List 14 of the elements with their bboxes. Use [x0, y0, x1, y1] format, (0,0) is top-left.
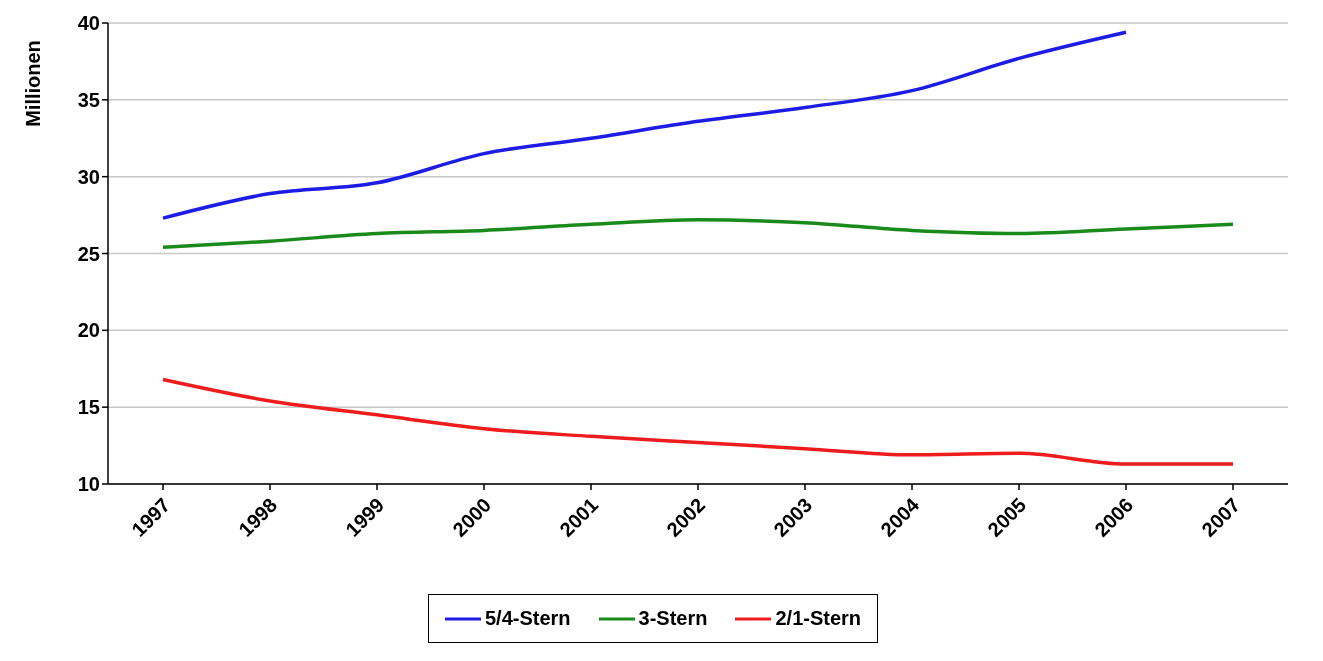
legend-label: 3-Stern	[637, 607, 708, 630]
y-tick-label: 40	[77, 12, 100, 35]
y-tick-label: 20	[77, 319, 100, 342]
line-series	[161, 217, 1235, 250]
y-tick-label: 25	[77, 242, 100, 265]
line-series	[161, 377, 1235, 466]
y-tick-label: 30	[77, 165, 100, 188]
legend-label: 2/1-Stern	[774, 607, 862, 630]
y-axis-title: Millionen	[22, 40, 45, 127]
y-tick-label: 35	[77, 88, 100, 111]
y-tick-label: 15	[77, 396, 100, 419]
legend-label: 5/4-Stern	[483, 607, 571, 630]
y-tick-label: 10	[77, 473, 100, 496]
line-series	[161, 30, 1128, 220]
